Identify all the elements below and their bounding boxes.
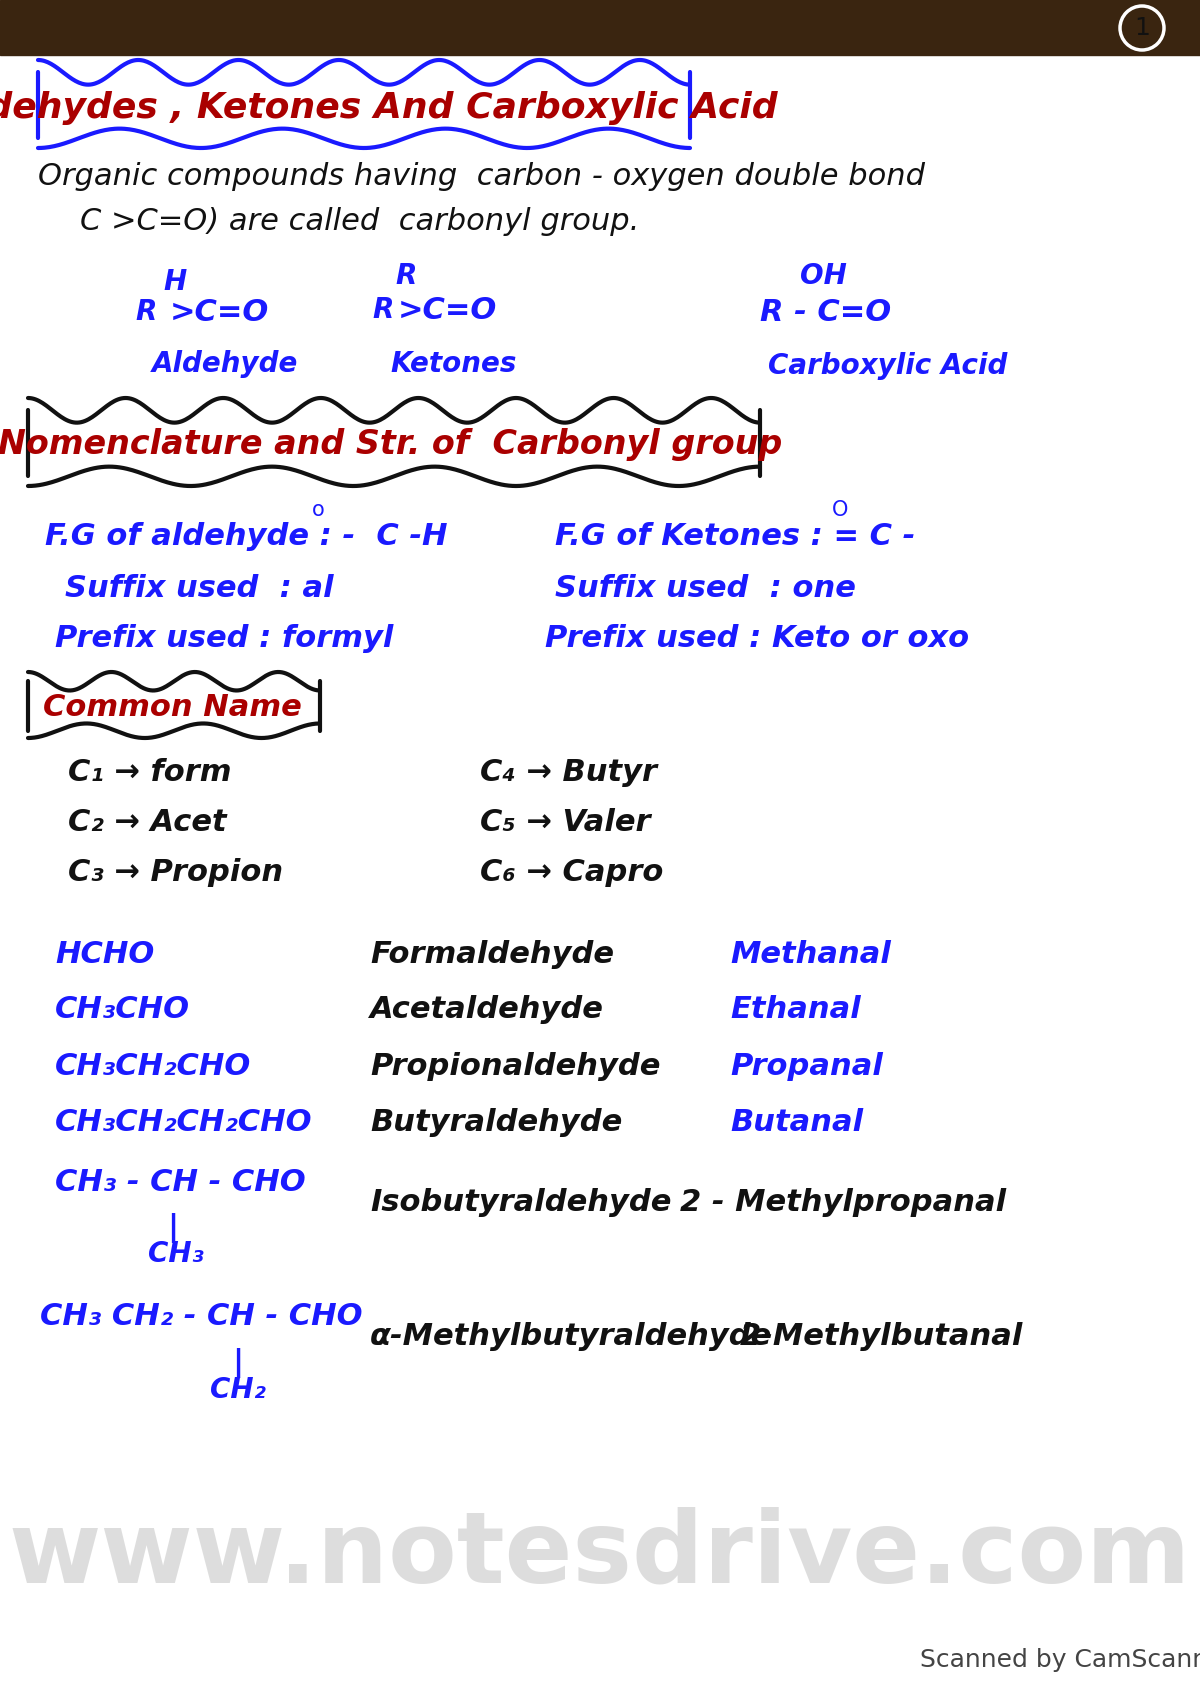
- Text: Butanal: Butanal: [730, 1109, 863, 1138]
- Text: Suffix used  : one: Suffix used : one: [554, 574, 856, 603]
- Text: www.notesdrive.com: www.notesdrive.com: [8, 1506, 1192, 1603]
- Text: Prefix used : Keto or oxo: Prefix used : Keto or oxo: [545, 623, 970, 654]
- Text: F.G of aldehyde : -  C -H: F.G of aldehyde : - C -H: [46, 521, 448, 550]
- Text: Aldehyde: Aldehyde: [152, 350, 299, 379]
- Text: 1: 1: [1134, 15, 1150, 41]
- Text: R - C=O: R - C=O: [760, 299, 892, 328]
- Bar: [0, 0, 1200, 54]
- Text: F.G of Ketones : = C -: F.G of Ketones : = C -: [554, 521, 916, 550]
- Text: R: R: [395, 261, 416, 290]
- Text: CH₃CH₂CHO: CH₃CH₂CHO: [55, 1053, 251, 1082]
- Text: C >C=O) are called  carbonyl group.: C >C=O) are called carbonyl group.: [80, 207, 640, 236]
- Text: C₆ → Capro: C₆ → Capro: [480, 857, 664, 886]
- Text: H: H: [163, 268, 186, 295]
- Text: >C=O: >C=O: [398, 295, 497, 324]
- Text: Nomenclature and Str. of  Carbonyl group: Nomenclature and Str. of Carbonyl group: [0, 428, 782, 460]
- Text: Scanned by CamScanner: Scanned by CamScanner: [920, 1649, 1200, 1673]
- Text: Propanal: Propanal: [730, 1053, 883, 1082]
- Text: 2 - Methylpropanal: 2 - Methylpropanal: [680, 1189, 1006, 1217]
- Text: CH₃ - CH - CHO: CH₃ - CH - CHO: [55, 1168, 306, 1197]
- Text: Propionaldehyde: Propionaldehyde: [370, 1053, 660, 1082]
- Text: C₁ → form: C₁ → form: [68, 757, 232, 786]
- Text: Common Name: Common Name: [43, 693, 301, 722]
- Text: R: R: [134, 299, 156, 326]
- Text: Organic compounds having  carbon - oxygen double bond: Organic compounds having carbon - oxygen…: [38, 161, 925, 190]
- Text: CH₃CHO: CH₃CHO: [55, 995, 190, 1024]
- Text: o: o: [312, 499, 324, 520]
- Text: C₂ → Acet: C₂ → Acet: [68, 808, 227, 837]
- Text: HCHO: HCHO: [55, 941, 155, 970]
- Text: Prefix used : formyl: Prefix used : formyl: [55, 623, 394, 654]
- Text: Carboxylic Acid: Carboxylic Acid: [768, 351, 1007, 380]
- Text: Aldehydes , Ketones And Carboxylic Acid: Aldehydes , Ketones And Carboxylic Acid: [0, 92, 778, 126]
- Text: Methanal: Methanal: [730, 941, 890, 970]
- Text: α-Methylbutyraldehyde: α-Methylbutyraldehyde: [370, 1323, 773, 1352]
- Text: R: R: [372, 295, 394, 324]
- Text: CH₃ CH₂ - CH - CHO: CH₃ CH₂ - CH - CHO: [40, 1302, 362, 1331]
- Text: CH₂: CH₂: [210, 1375, 265, 1404]
- Text: Suffix used  : al: Suffix used : al: [65, 574, 334, 603]
- Text: |: |: [168, 1212, 179, 1243]
- Text: O: O: [832, 499, 848, 520]
- Text: Isobutyraldehyde: Isobutyraldehyde: [370, 1189, 671, 1217]
- Text: Ketones: Ketones: [390, 350, 516, 379]
- Text: C₃ → Propion: C₃ → Propion: [68, 857, 283, 886]
- Text: C₄ → Butyr: C₄ → Butyr: [480, 757, 658, 786]
- Text: 2-Methylbutanal: 2-Methylbutanal: [740, 1323, 1024, 1352]
- Text: >C=O: >C=O: [170, 299, 269, 328]
- Text: Acetaldehyde: Acetaldehyde: [370, 995, 604, 1024]
- Text: Ethanal: Ethanal: [730, 995, 860, 1024]
- Text: C₅ → Valer: C₅ → Valer: [480, 808, 650, 837]
- Text: Formaldehyde: Formaldehyde: [370, 941, 614, 970]
- Text: OH: OH: [800, 261, 847, 290]
- Text: CH₃: CH₃: [148, 1240, 204, 1268]
- Text: CH₃CH₂CH₂CHO: CH₃CH₂CH₂CHO: [55, 1109, 312, 1138]
- Text: Butyraldehyde: Butyraldehyde: [370, 1109, 623, 1138]
- Text: |: |: [233, 1348, 244, 1379]
